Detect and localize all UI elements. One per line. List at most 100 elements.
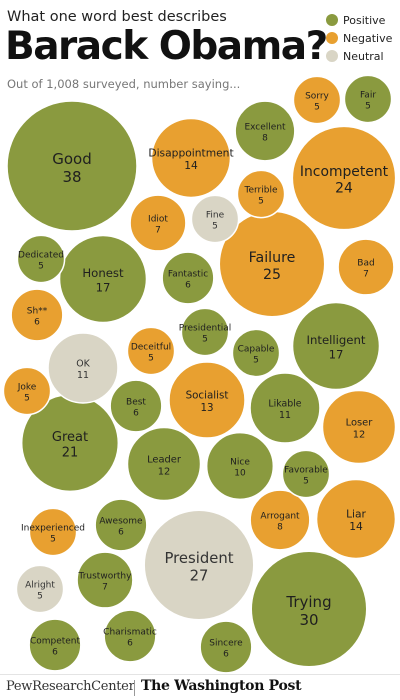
- bubble-circle: [28, 618, 82, 672]
- bubble-count-label: 38: [62, 168, 81, 186]
- bubble-word-label: Fine: [206, 211, 225, 221]
- bubble-word-label: Nice: [230, 458, 250, 468]
- source-logo-pew: PewResearchCenter: [6, 679, 135, 694]
- bubble-circle: [190, 194, 240, 244]
- bubble-word-label: President: [164, 550, 233, 567]
- bubble-circle: [250, 550, 368, 668]
- bubble-circle: [292, 75, 342, 125]
- chart-subtitle: Out of 1,008 surveyed, number saying...: [7, 77, 241, 91]
- bubble-word-label: Trustworthy: [78, 572, 133, 582]
- bubble-word-label: Sorry: [305, 92, 329, 102]
- bubble-circle: [150, 117, 232, 199]
- bubble-word-label: Charismatic: [103, 628, 157, 638]
- bubble-count-label: 5: [314, 102, 320, 112]
- legend-swatch-neutral: [326, 50, 338, 62]
- bubble-count-label: 7: [102, 582, 108, 592]
- bubble-word-label: Idiot: [148, 215, 168, 225]
- bubble-word-label: Presidential: [179, 324, 232, 334]
- bubble-count-label: 6: [223, 649, 229, 659]
- bubble-word-label: Sincere: [209, 639, 243, 649]
- bubble-word-label: Excellent: [244, 123, 286, 133]
- bubble-circle: [249, 489, 311, 551]
- bubble-word-label: Sh**: [27, 307, 48, 317]
- source-logo-washington-post: The Washington Post: [141, 678, 302, 694]
- bubble-word-label: Fantastic: [168, 270, 208, 280]
- legend-item-negative: Negative: [326, 29, 392, 47]
- bubble-count-label: 6: [133, 408, 139, 418]
- bubble-word-label: Failure: [249, 250, 296, 266]
- bubble-count-label: 30: [299, 611, 318, 629]
- bubble-word-label: Awesome: [99, 517, 143, 527]
- bubble-circle: [281, 449, 331, 499]
- bubble-count-label: 5: [202, 334, 208, 344]
- bubble-count-label: 6: [52, 647, 58, 657]
- bubble-count-label: 6: [185, 280, 191, 290]
- bubble-circle: [58, 234, 148, 324]
- legend-label: Negative: [343, 31, 393, 45]
- bubble-count-label: 14: [349, 520, 363, 533]
- bubble-circle: [180, 307, 230, 357]
- bubble-word-label: Loser: [346, 418, 374, 429]
- bubble-count-label: 5: [50, 534, 56, 544]
- bubble-count-label: 6: [127, 638, 133, 648]
- bubble-count-label: 27: [190, 568, 209, 585]
- bubble-circle: [234, 100, 296, 162]
- bubble-word-label: Dedicated: [18, 251, 64, 261]
- bubble-circle: [76, 551, 134, 609]
- bubble-count-label: 5: [148, 353, 154, 363]
- bubble-count-label: 24: [335, 181, 353, 197]
- chart-title: Barack Obama?: [5, 24, 328, 69]
- bubble-sh: Sh**6: [10, 288, 64, 342]
- bubble-count-label: 6: [118, 527, 124, 537]
- bubble-word-label: Intelligent: [307, 333, 366, 347]
- bubble-word-label: Honest: [82, 266, 124, 280]
- bubble-count-label: 17: [96, 280, 111, 294]
- bubble-word-label: Liar: [346, 507, 366, 520]
- bubble-word-label: Trying: [285, 593, 331, 611]
- bubble-count-label: 17: [329, 347, 344, 361]
- bubble-circle: [199, 620, 253, 674]
- bubble-count-label: 12: [353, 429, 366, 440]
- bubble-word-label: Favorable: [284, 466, 328, 476]
- bubble-word-label: Disappointment: [148, 146, 233, 159]
- bubble-word-label: Fair: [360, 91, 376, 101]
- bubble-count-label: 8: [262, 133, 268, 143]
- bubble-count-label: 5: [303, 476, 309, 486]
- bubble-count-label: 7: [155, 225, 161, 235]
- bubble-circle: [315, 478, 397, 560]
- bubble-circle: [103, 609, 157, 663]
- bubble-circle: [321, 389, 397, 465]
- bubble-count-label: 13: [200, 402, 213, 414]
- bubble-circle: [205, 431, 275, 501]
- legend-item-positive: Positive: [326, 11, 392, 29]
- bubble-word-label: Competent: [30, 637, 81, 647]
- bubble-count-label: 12: [158, 466, 171, 477]
- legend: Positive Negative Neutral: [326, 11, 392, 65]
- bubble-circle: [109, 379, 163, 433]
- footer-divider: [0, 674, 400, 675]
- bubble-circle: [343, 74, 393, 124]
